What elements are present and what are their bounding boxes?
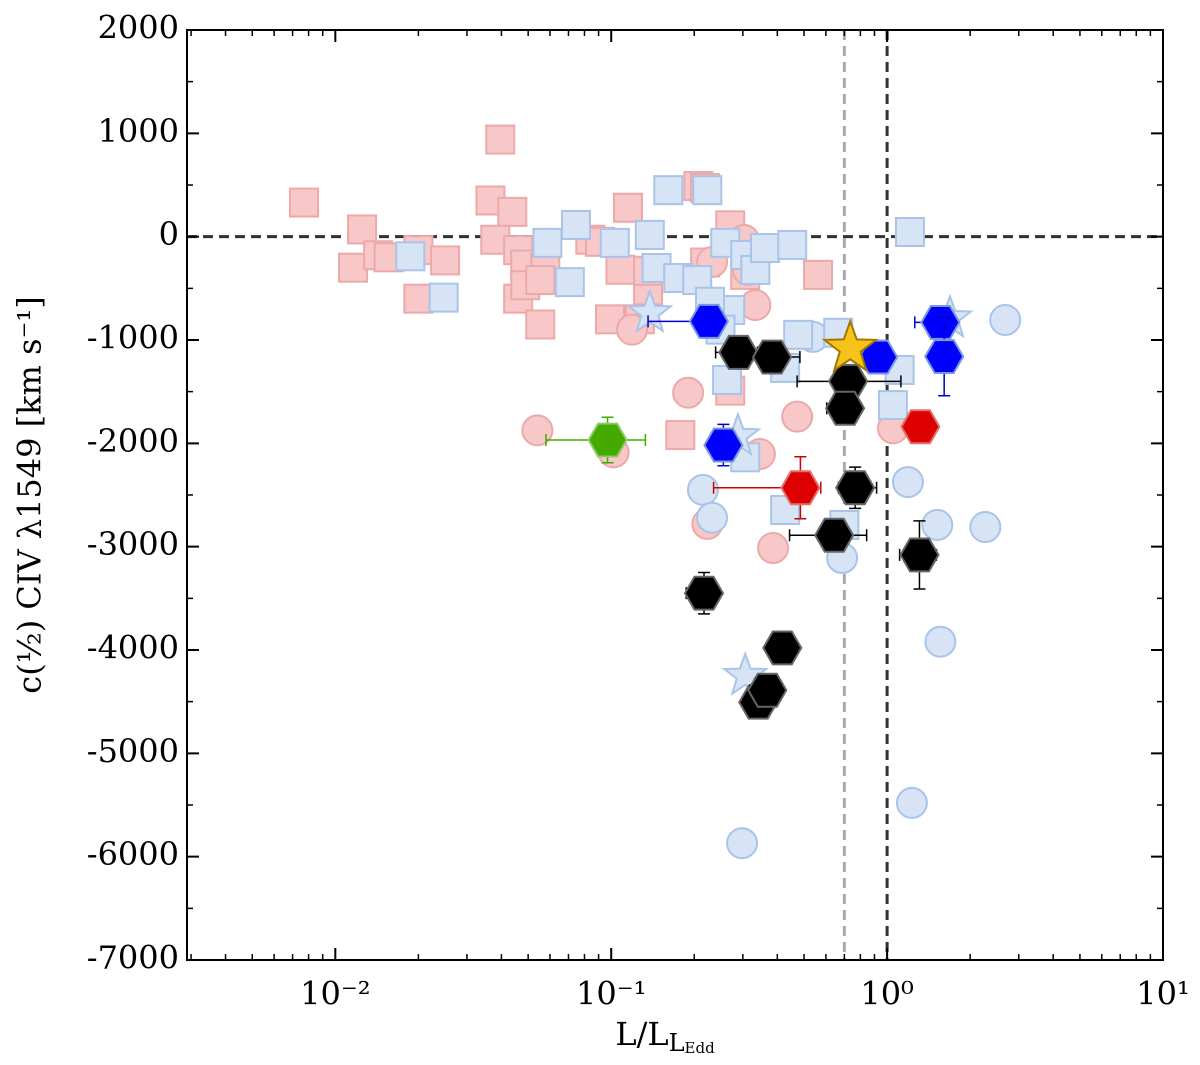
square-marker (554, 267, 585, 298)
circle-marker (989, 303, 1022, 336)
square-marker (877, 390, 908, 421)
square-marker (497, 196, 528, 227)
square-marker (712, 364, 743, 395)
square-marker (403, 283, 434, 314)
square-marker (347, 214, 378, 245)
x-tick-label: 10⁻² (300, 975, 370, 1013)
square-marker (783, 319, 814, 350)
circle-marker (921, 508, 954, 541)
square-marker (653, 175, 684, 206)
hexagon-marker (924, 339, 965, 374)
y-tick-label: 1000 (98, 112, 179, 150)
circle-marker (757, 532, 790, 565)
hexagon-marker (683, 575, 725, 611)
x-tick-label: 10⁻¹ (576, 975, 646, 1013)
hexagon-marker (703, 427, 744, 463)
y-tick-label: -4000 (87, 629, 179, 667)
star-marker (721, 650, 769, 697)
x-tick-label: 10⁰ (860, 975, 914, 1013)
square-marker (665, 420, 696, 451)
hexagon-marker (824, 390, 866, 426)
circle-marker (891, 466, 924, 499)
circle-marker (696, 501, 729, 534)
square-marker (395, 241, 426, 272)
circle-marker (672, 376, 705, 409)
x-label-main: L/L (615, 1015, 668, 1053)
square-marker (428, 282, 459, 313)
square-marker (634, 219, 665, 250)
square-marker (605, 254, 636, 285)
y-tick-label: -6000 (87, 835, 179, 873)
star-marker (821, 318, 879, 373)
y-tick-label: 2000 (98, 9, 179, 47)
circle-marker (726, 827, 759, 860)
hexagon-marker (899, 537, 940, 573)
hexagon-marker (718, 334, 759, 370)
square-marker (532, 227, 563, 258)
hexagon-marker (780, 470, 821, 506)
plot-frame (186, 29, 1164, 961)
hexagon-marker (587, 422, 628, 458)
square-marker (525, 309, 556, 340)
y-tick-label: -5000 (87, 732, 179, 770)
x-tick-label: 10¹ (1136, 975, 1190, 1013)
circle-marker (924, 625, 957, 658)
square-marker (777, 229, 808, 260)
y-tick-label: -2000 (87, 422, 179, 460)
square-marker (338, 252, 369, 283)
square-marker (803, 259, 834, 290)
hexagon-marker (762, 630, 803, 666)
x-axis-label: L/LLEdd (615, 1015, 715, 1058)
square-marker (525, 265, 556, 296)
hexagon-marker (751, 339, 793, 375)
hexagon-marker (835, 470, 876, 506)
circle-marker (521, 414, 554, 447)
y-tick-label: 0 (159, 215, 179, 253)
square-marker (894, 217, 925, 248)
y-axis-label: c(½) CIV λ1549 [km s⁻¹] (11, 296, 49, 693)
square-marker (692, 175, 723, 206)
x-label-sub: L (669, 1029, 685, 1057)
y-tick-label: -1000 (87, 319, 179, 357)
square-marker (599, 227, 630, 258)
y-tick-label: -3000 (87, 525, 179, 563)
hexagon-marker (920, 305, 961, 340)
hexagon-marker (747, 672, 788, 708)
circle-marker (969, 511, 1002, 544)
square-marker (485, 124, 516, 155)
hexagon-marker (688, 303, 730, 339)
square-marker (289, 187, 320, 218)
x-label-subsub: Edd (685, 1039, 716, 1057)
square-marker (750, 233, 781, 264)
square-marker (560, 209, 591, 240)
hexagon-marker (900, 409, 941, 445)
square-marker (430, 245, 461, 276)
circle-marker (895, 786, 928, 819)
circle-marker (781, 400, 814, 433)
square-marker (612, 192, 643, 223)
hexagon-marker (814, 517, 855, 553)
y-tick-label: -7000 (87, 939, 179, 977)
